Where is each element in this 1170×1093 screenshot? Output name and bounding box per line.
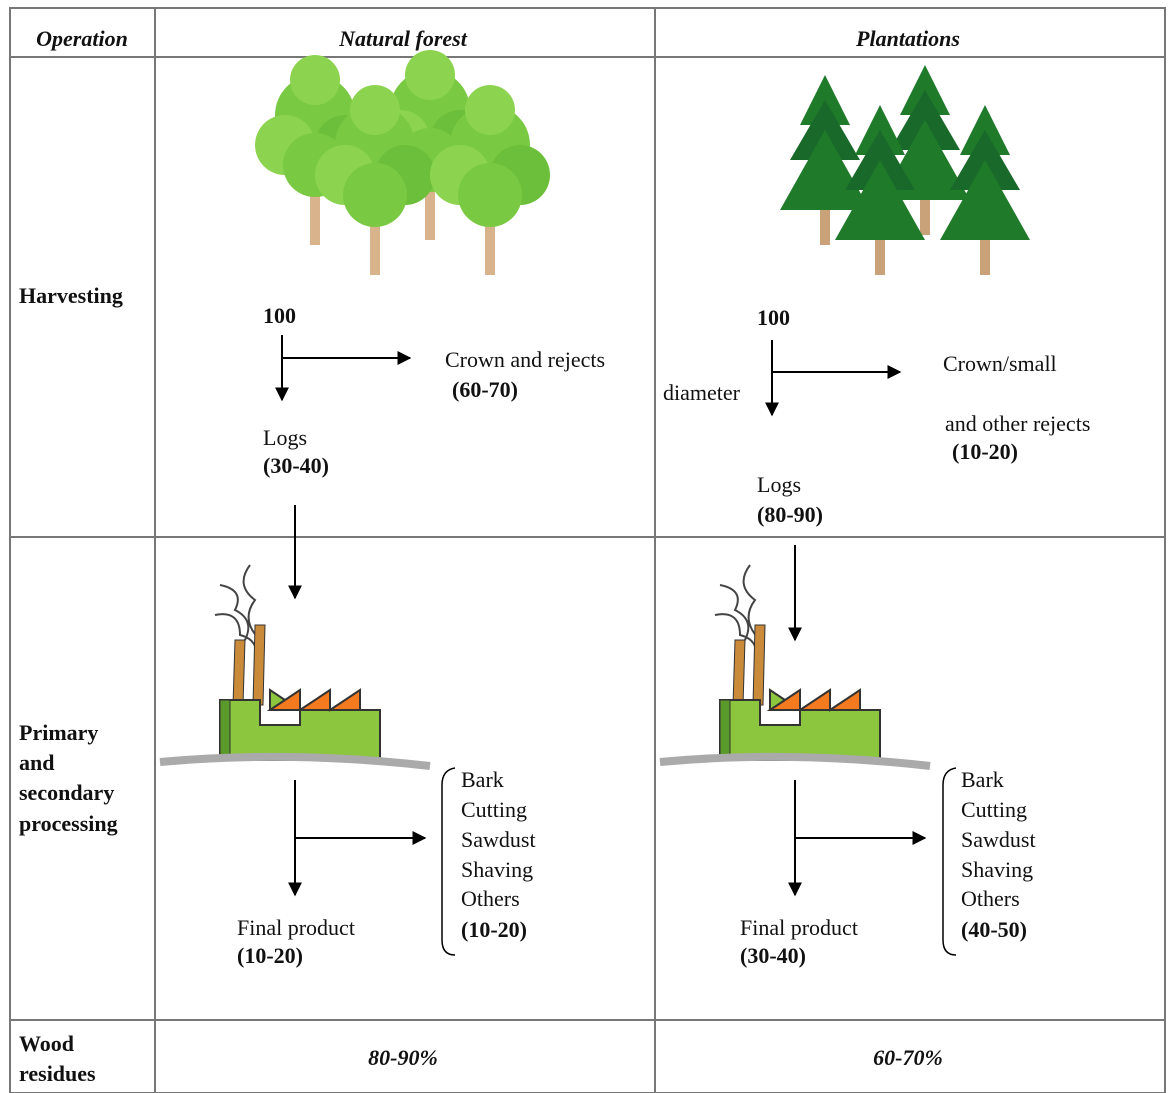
residue-item: Others: [461, 886, 520, 911]
bracket: [943, 768, 956, 955]
flow-label: Final product: [237, 915, 355, 940]
natural-forest-icon: [255, 50, 550, 275]
flow-label: Logs: [263, 425, 307, 450]
residue-item: Sawdust: [461, 827, 536, 852]
flow-label: (60-70): [452, 377, 518, 402]
flow-label: Crown/small: [943, 351, 1057, 376]
header-cell: Operation: [36, 26, 128, 51]
flow-label: (10-20): [237, 943, 303, 968]
header-cell: Natural forest: [338, 26, 468, 51]
flow-label: and other rejects: [945, 411, 1090, 436]
flow-label: Final product: [740, 915, 858, 940]
residue-item: Bark: [961, 767, 1004, 792]
plantation-icon: [780, 65, 1030, 275]
residue-item: Sawdust: [961, 827, 1036, 852]
residue-item: Cutting: [961, 797, 1027, 822]
diagram: Operation Natural forest Plantations Har…: [0, 0, 1170, 1093]
flow-label: (10-20): [952, 439, 1018, 464]
residue-item: Cutting: [461, 797, 527, 822]
residue-total: 80-90%: [368, 1045, 438, 1070]
flow-label: 100: [263, 303, 296, 328]
flow-label: (30-40): [740, 943, 806, 968]
flow-label: (80-90): [757, 502, 823, 527]
row-label: secondary: [19, 780, 114, 805]
flow-label: Logs: [757, 472, 801, 497]
residue-item: Shaving: [961, 857, 1033, 882]
row-label: residues: [19, 1061, 96, 1086]
flow-label: 100: [757, 305, 790, 330]
residue-item: (40-50): [961, 917, 1027, 942]
row-label: Primary: [19, 720, 98, 745]
header-cell: Plantations: [855, 26, 960, 51]
row-label: processing: [19, 811, 118, 836]
row-label: and: [19, 750, 54, 775]
residue-item: Others: [961, 886, 1020, 911]
residue-item: (10-20): [461, 917, 527, 942]
residue-total: 60-70%: [873, 1045, 943, 1070]
flow-label: diameter: [663, 380, 741, 405]
flow-label: (30-40): [263, 453, 329, 478]
row-label: Harvesting: [19, 283, 123, 308]
bracket: [442, 768, 455, 955]
row-label: Wood: [19, 1031, 74, 1056]
residue-item: Bark: [461, 767, 504, 792]
flow-label: Crown and rejects: [445, 347, 605, 372]
residue-item: Shaving: [461, 857, 533, 882]
